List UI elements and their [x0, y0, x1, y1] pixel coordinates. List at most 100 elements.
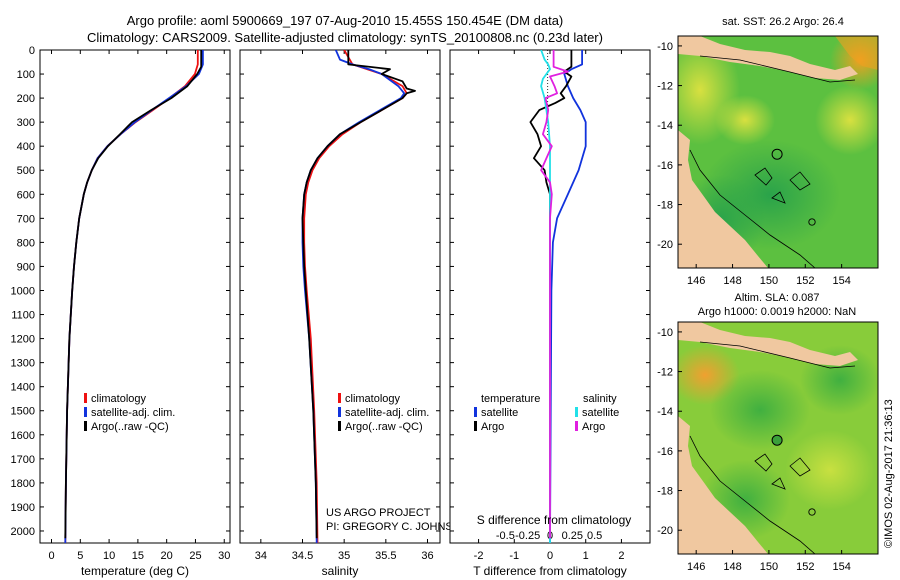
legend-swatch-s-satellite [575, 407, 578, 417]
legend-title-salinity: salinity [583, 393, 617, 405]
x-tick-label: 35.5 [375, 550, 396, 562]
series-line-climatology [303, 50, 408, 543]
sla-map-ticks: 146 148 150 152 154 -10 -12 -14 -16 -18 -20 [657, 327, 851, 573]
difference-panel: -2 -1 0 1 2-0.5 -0.25 0 0.25 0.5 T difference fr… [449, 49, 651, 578]
x-tick-label: 36 [421, 550, 433, 562]
depth-tick-label: 1400 [11, 382, 35, 394]
legend-label: Argo(..raw -QC) [345, 421, 423, 433]
lat-tick-label: -20 [657, 525, 673, 537]
depth-tick-label: 1100 [11, 310, 35, 322]
pi-label: PI: GREGORY C. JOHNSON [326, 521, 469, 533]
lon-tick-label: 150 [760, 561, 778, 573]
imos-stamp: ©IMOS 02-Aug-2017 21:36:13 [883, 399, 895, 548]
lat-tick-label: -10 [657, 327, 673, 339]
salinity-xlabel: salinity [322, 564, 359, 578]
reef-contours [754, 453, 811, 490]
salinity-panel: 34 34.5 35 35.5 36 salinity climatology sate… [239, 49, 469, 578]
temperature-axes-box [39, 49, 231, 544]
profile-location-marker [771, 434, 783, 446]
sla-map-field [678, 322, 878, 554]
depth-tick-label: 1700 [11, 454, 35, 466]
series-line-argo [301, 50, 416, 539]
x-tick-label: -2 [474, 550, 484, 562]
lat-tick-label: -14 [657, 406, 673, 418]
lon-tick-label: 148 [723, 275, 741, 287]
legend-swatch-climatology [338, 393, 341, 403]
x-tick-label: 10 [103, 550, 115, 562]
lon-tick-label: 146 [687, 561, 705, 573]
depth-tick-label: 1600 [11, 430, 35, 442]
x-tick-label: 30 [218, 550, 230, 562]
lat-tick-label: -12 [657, 81, 673, 93]
sst-warm-patch [715, 95, 775, 145]
lat-tick-label: -14 [657, 120, 673, 132]
lat-tick-label: -16 [657, 160, 673, 172]
sst-map-frame [677, 35, 879, 269]
depth-tick-label: 1200 [11, 334, 35, 346]
lon-tick-label: 148 [723, 561, 741, 573]
lon-tick-label: 150 [760, 275, 778, 287]
header-title-line1: Argo profile: aoml 5900669_197 07-Aug-20… [127, 13, 564, 28]
series-line-argo [64, 50, 203, 539]
lat-tick-label: -12 [657, 367, 673, 379]
legend-label: Argo [582, 421, 605, 433]
legend-swatch-satellite [84, 407, 87, 417]
temperature-lines [64, 50, 204, 543]
depth-tick-label: 400 [17, 141, 35, 153]
legend-swatch-t-satellite [474, 407, 477, 417]
bathymetry-contour [689, 435, 816, 554]
salinity-legend: climatology satellite-adj. clim. Argo(..… [338, 393, 429, 433]
lon-tick-label: 154 [832, 275, 850, 287]
depth-tick-label: 500 [17, 165, 35, 177]
x-tick-label: -1 [509, 550, 519, 562]
difference-depth-ticks [450, 49, 650, 532]
s-tick-label: -0.25 [515, 530, 540, 542]
legend-label: climatology [345, 393, 401, 405]
legend-label: satellite-adj. clim. [91, 407, 175, 419]
sst-map-title: sat. SST: 26.2 Argo: 26.4 [722, 16, 844, 28]
land-north [678, 36, 858, 80]
depth-tick-label: 1000 [11, 285, 35, 297]
t-difference-xlabel: T difference from climatology [473, 564, 627, 578]
depth-tick-label: 2000 [11, 526, 35, 538]
sst-warm-patch [815, 85, 878, 155]
temperature-xlabel: temperature (deg C) [81, 564, 189, 578]
x-tick-label: 5 [77, 550, 83, 562]
temperature-legend: climatology satellite-adj. clim. Argo(..… [84, 393, 175, 433]
sst-map-field [678, 36, 878, 268]
legend-label: satellite [582, 407, 619, 419]
land-australia [678, 130, 768, 268]
s-tick-label: 0.5 [587, 530, 602, 542]
x-tick-label: 34 [255, 550, 267, 562]
lat-tick-label: -20 [657, 239, 673, 251]
sla-low-patch [710, 370, 810, 450]
legend-label: Argo(..raw -QC) [91, 421, 169, 433]
depth-tick-label: 1300 [11, 358, 35, 370]
depth-tick-label: 900 [17, 261, 35, 273]
depth-tick-label: 0 [29, 45, 35, 57]
bathymetry-contour [699, 55, 856, 83]
depth-tick-label: 1900 [11, 502, 35, 514]
sla-map-panel: Altim. SLA: 0.087 Argo h1000: 0.0019 h20… [657, 292, 879, 573]
s-tick-label: -0.5 [496, 530, 515, 542]
x-tick-label: 1 [583, 550, 589, 562]
s-tick-label: 0.25 [562, 530, 583, 542]
sst-map-panel: sat. SST: 26.2 Argo: 26.4 146 148 150 152 15… [657, 16, 879, 287]
legend-swatch-argo [338, 421, 341, 431]
x-tick-label: 25 [189, 550, 201, 562]
legend-swatch-satellite [338, 407, 341, 417]
legend-label: satellite-adj. clim. [345, 407, 429, 419]
bathymetry-contour [689, 149, 816, 268]
difference-legend: temperature salinity satellite Argo sate… [474, 393, 619, 433]
depth-tick-label: 100 [17, 69, 35, 81]
lon-tick-label: 152 [796, 275, 814, 287]
salinity-depth-ticks [240, 49, 440, 532]
sst-map-ticks: 146 148 150 152 154 -10 -12 -14 -16 -18 -20 [657, 41, 851, 287]
difference-lines [529, 50, 587, 543]
lat-tick-label: -18 [657, 200, 673, 212]
salinity-x-ticks: 34 34.5 35 35.5 36 [255, 50, 434, 562]
legend-label: satellite [481, 407, 518, 419]
bathymetry-contour [699, 341, 856, 369]
depth-tick-label: 1800 [11, 478, 35, 490]
